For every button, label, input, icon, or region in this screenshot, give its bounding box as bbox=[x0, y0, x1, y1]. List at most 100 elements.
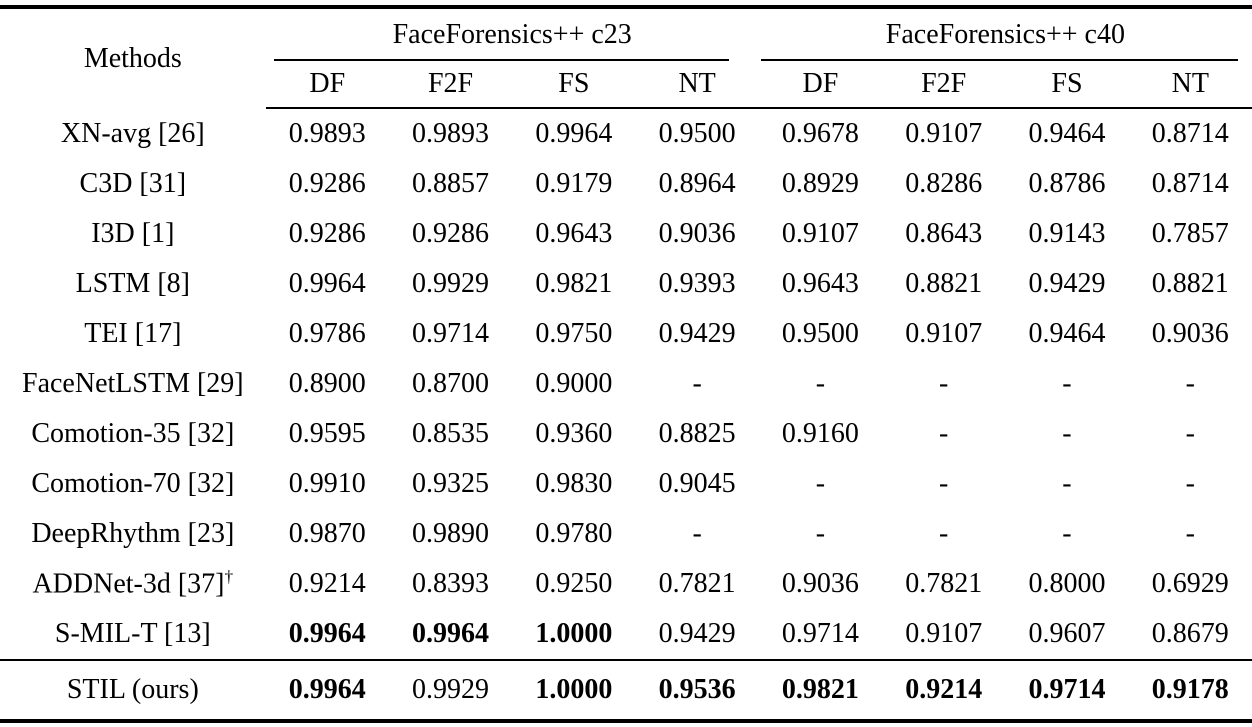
method-cell: LSTM [8] bbox=[75, 268, 190, 299]
value-cell: - bbox=[939, 468, 949, 499]
value-cell: 0.9536 bbox=[635, 659, 759, 721]
value-cell: 0.8825 bbox=[658, 418, 736, 449]
results-table: Methods FaceForensics++ c23 FaceForensic… bbox=[0, 5, 1252, 723]
value-cell: 0.9360 bbox=[535, 418, 613, 449]
value-cell: 0.9964 bbox=[412, 618, 490, 649]
value-cell: - bbox=[1062, 518, 1072, 549]
value-cell: 0.8714 bbox=[1151, 118, 1229, 149]
value-cell: 0.9464 bbox=[1028, 318, 1106, 349]
value-cell: 0.9821 bbox=[758, 659, 883, 721]
table-row: TEI [17] 0.9786 0.9714 0.9750 0.9429 0.9500 0.… bbox=[0, 309, 1252, 359]
value-cell: 0.9107 bbox=[905, 118, 983, 149]
value-cell: 0.9893 bbox=[288, 118, 366, 149]
value-cell: 0.9714 bbox=[1005, 659, 1129, 721]
value-cell: 0.9036 bbox=[658, 218, 736, 249]
value-cell: 0.8000 bbox=[1028, 568, 1106, 599]
value-cell: 0.9964 bbox=[288, 268, 366, 299]
method-cell: TEI [17] bbox=[84, 318, 182, 349]
subheader-c40-nt: NT bbox=[1128, 61, 1252, 109]
value-cell: 0.8964 bbox=[658, 168, 736, 199]
table-row: ADDNet-3d [37]† 0.9214 0.8393 0.9250 0.7821 0… bbox=[0, 559, 1252, 609]
value-cell: 0.9750 bbox=[535, 318, 613, 349]
value-cell: 0.7857 bbox=[1151, 218, 1229, 249]
value-cell: 0.6929 bbox=[1151, 568, 1229, 599]
subheader-c23-nt: NT bbox=[635, 61, 759, 109]
group-header-c23: FaceForensics++ c23 bbox=[266, 7, 759, 61]
value-cell: 0.9325 bbox=[412, 468, 490, 499]
group-header-c40-label: FaceForensics++ c40 bbox=[885, 19, 1125, 50]
value-cell: 0.9714 bbox=[781, 618, 859, 649]
value-cell: 0.8679 bbox=[1151, 618, 1229, 649]
value-cell: 0.8393 bbox=[412, 568, 490, 599]
table-row: FaceNetLSTM [29] 0.8900 0.8700 0.9000 - - - - - bbox=[0, 359, 1252, 409]
value-cell: 0.7821 bbox=[905, 568, 983, 599]
value-cell: 0.9786 bbox=[288, 318, 366, 349]
value-cell: 0.9107 bbox=[905, 318, 983, 349]
value-cell: 0.9929 bbox=[388, 659, 513, 721]
subheader-c23-fs: FS bbox=[512, 61, 636, 109]
value-cell: 1.0000 bbox=[512, 659, 636, 721]
method-cell: C3D [31] bbox=[79, 168, 187, 199]
value-cell: 0.7821 bbox=[658, 568, 736, 599]
table-row: DeepRhythm [23] 0.9870 0.9890 0.9780 - - - - - bbox=[0, 509, 1252, 559]
value-cell: 0.9286 bbox=[288, 218, 366, 249]
value-cell: 0.8643 bbox=[905, 218, 983, 249]
value-cell: 0.9821 bbox=[535, 268, 613, 299]
group-header-c40: FaceForensics++ c40 bbox=[759, 7, 1252, 61]
table-header: Methods FaceForensics++ c23 FaceForensic… bbox=[0, 7, 1252, 109]
subheader-c40-df: DF bbox=[758, 61, 883, 109]
value-cell: 0.9500 bbox=[658, 118, 736, 149]
subheader-c23-f2f: F2F bbox=[388, 61, 513, 109]
value-cell: 0.8929 bbox=[781, 168, 859, 199]
value-cell: 0.9000 bbox=[535, 368, 613, 399]
value-cell: 0.9890 bbox=[412, 518, 490, 549]
table-row: Comotion-70 [32] 0.9910 0.9325 0.9830 0.9045… bbox=[0, 459, 1252, 509]
value-cell: 0.9678 bbox=[781, 118, 859, 149]
value-cell: 0.9780 bbox=[535, 518, 613, 549]
value-cell: 1.0000 bbox=[535, 618, 613, 649]
value-cell: 0.9429 bbox=[658, 618, 736, 649]
value-cell: 0.8700 bbox=[412, 368, 490, 399]
table-row: XN-avg [26] 0.9893 0.9893 0.9964 0.9500 0.967… bbox=[0, 108, 1252, 159]
value-cell: 0.8286 bbox=[905, 168, 983, 199]
value-cell: 0.9595 bbox=[288, 418, 366, 449]
value-cell: 0.9910 bbox=[288, 468, 366, 499]
subheader-c40-f2f: F2F bbox=[882, 61, 1006, 109]
value-cell: 0.9286 bbox=[412, 218, 490, 249]
value-cell: 0.9643 bbox=[535, 218, 613, 249]
value-cell: 0.9500 bbox=[781, 318, 859, 349]
value-cell: 0.9643 bbox=[781, 268, 859, 299]
value-cell: 0.9107 bbox=[781, 218, 859, 249]
value-cell: 0.9393 bbox=[658, 268, 736, 299]
value-cell: - bbox=[692, 518, 702, 549]
method-cell: ADDNet-3d [37]† bbox=[32, 567, 234, 600]
value-cell: 0.9964 bbox=[288, 618, 366, 649]
value-cell: - bbox=[692, 368, 702, 399]
subheader-c23-df: DF bbox=[265, 61, 389, 109]
value-cell: 0.9036 bbox=[1151, 318, 1229, 349]
value-cell: 0.8821 bbox=[1151, 268, 1229, 299]
value-cell: 0.9830 bbox=[535, 468, 613, 499]
method-cell: XN-avg [26] bbox=[60, 117, 205, 149]
table-body: XN-avg [26] 0.9893 0.9893 0.9964 0.9500 0.967… bbox=[0, 108, 1252, 660]
method-cell: STIL (ours) bbox=[0, 659, 266, 721]
value-cell: 0.8821 bbox=[905, 268, 983, 299]
table-footer: STIL (ours) 0.9964 0.9929 1.0000 0.9536 0.982… bbox=[0, 659, 1252, 721]
value-cell: 0.9036 bbox=[781, 568, 859, 599]
value-cell: 0.9160 bbox=[781, 418, 859, 449]
methods-column-header: Methods bbox=[83, 42, 182, 74]
value-cell: - bbox=[1185, 468, 1195, 499]
value-cell: 0.9714 bbox=[412, 318, 490, 349]
table-row: Comotion-35 [32] 0.9595 0.8535 0.9360 0.8825… bbox=[0, 409, 1252, 459]
value-cell: 0.9464 bbox=[1028, 118, 1106, 149]
dagger-superscript: † bbox=[224, 567, 234, 587]
value-cell: 0.9214 bbox=[288, 568, 366, 599]
value-cell: 0.9429 bbox=[658, 318, 736, 349]
table-row: LSTM [8] 0.9964 0.9929 0.9821 0.9393 0.9643 0.… bbox=[0, 259, 1252, 309]
method-cell: I3D [1] bbox=[91, 218, 175, 249]
value-cell: 0.9179 bbox=[535, 168, 613, 199]
value-cell: - bbox=[815, 518, 826, 549]
value-cell: 0.8714 bbox=[1151, 168, 1229, 199]
value-cell: 0.9045 bbox=[658, 468, 736, 499]
value-cell: 0.9870 bbox=[288, 518, 366, 549]
